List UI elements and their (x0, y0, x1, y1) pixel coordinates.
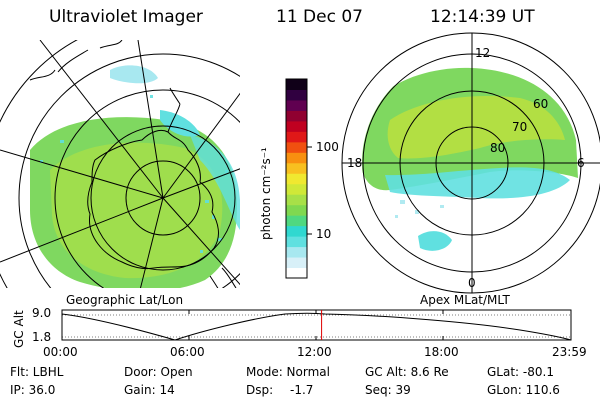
coastline (87, 129, 219, 269)
status-ip: IP: 36.0 (10, 383, 56, 397)
colorbar (286, 79, 307, 279)
colorbar-segment (286, 79, 307, 90)
image-title: Ultraviolet Imager (49, 7, 203, 27)
altitude-curve (61, 312, 572, 341)
status-mode: Mode: Normal (246, 365, 330, 379)
status-seq: Seq: 39 (365, 383, 411, 397)
mlt-label-12: 12 (475, 46, 491, 60)
timeline-ymax: 9.0 (32, 306, 52, 320)
mlt-label-6: 6 (577, 156, 585, 170)
colorbar-segment (286, 173, 307, 185)
status-filter: Flt: LBHL (10, 365, 64, 379)
status-glon: GLon: 110.6 (487, 383, 560, 397)
colorbar-segment (286, 152, 307, 164)
colorbar-segment (286, 194, 307, 206)
colorbar-segment (286, 89, 307, 101)
colorbar-segment (286, 162, 307, 174)
timeline-tick-1: 06:00 (170, 345, 205, 359)
mlat-label-80: 80 (490, 141, 506, 155)
colorbar-segment (286, 141, 307, 153)
colorbar-segment (286, 99, 307, 111)
right-panel-caption: Apex MLat/MLT (420, 293, 510, 307)
left-aurora-edge (190, 135, 240, 230)
timeline-tick-2: 12:00 (297, 345, 332, 359)
colorbar-tick-100: 100 (316, 140, 339, 154)
timeline-ymin: 1.8 (32, 330, 52, 344)
colorbar-segment (286, 236, 307, 248)
altitude-timeline (61, 309, 572, 341)
colorbar-segment (286, 183, 307, 195)
timeline-tick-4: 23:59 (552, 345, 587, 359)
left-panel-caption: Geographic Lat/Lon (66, 293, 184, 307)
colorbar-segment (286, 215, 307, 227)
right-aurora-patch (418, 231, 452, 251)
colorbar-unit-label: photon cm⁻²s⁻¹ (259, 147, 273, 240)
timeline-tick-0: 00:00 (43, 345, 78, 359)
geographic-map-panel (0, 40, 240, 288)
colorbar-segment (286, 225, 307, 237)
timeline-ylabel: GC Alt (12, 310, 26, 348)
status-dsp-value: -1.7 (290, 383, 314, 397)
colorbar-segment (286, 110, 307, 122)
magnetic-polar-panel (341, 32, 600, 294)
status-gc-alt: GC Alt: 8.6 Re (365, 365, 449, 379)
colorbar-segment (286, 120, 307, 132)
status-dsp-label: Dsp: (246, 383, 274, 397)
status-door: Door: Open (124, 365, 193, 379)
colorbar-segment (286, 257, 307, 269)
colorbar-segment (286, 204, 307, 216)
colorbar-tick-10: 10 (316, 227, 332, 241)
colorbar-segment (286, 246, 307, 258)
timeline-tick-3: 18:00 (424, 345, 459, 359)
mlt-label-0: 0 (468, 276, 476, 290)
status-glat: GLat: -80.1 (487, 365, 554, 379)
mlat-label-60: 60 (533, 97, 549, 111)
image-date: 11 Dec 07 (276, 7, 363, 27)
mlt-label-18: 18 (347, 156, 363, 170)
mlat-label-70: 70 (512, 120, 528, 134)
image-time: 12:14:39 UT (430, 7, 535, 27)
right-aurora-cyan (385, 167, 570, 199)
colorbar-segment (286, 267, 307, 279)
colorbar-segment (286, 131, 307, 143)
status-gain: Gain: 14 (124, 383, 175, 397)
